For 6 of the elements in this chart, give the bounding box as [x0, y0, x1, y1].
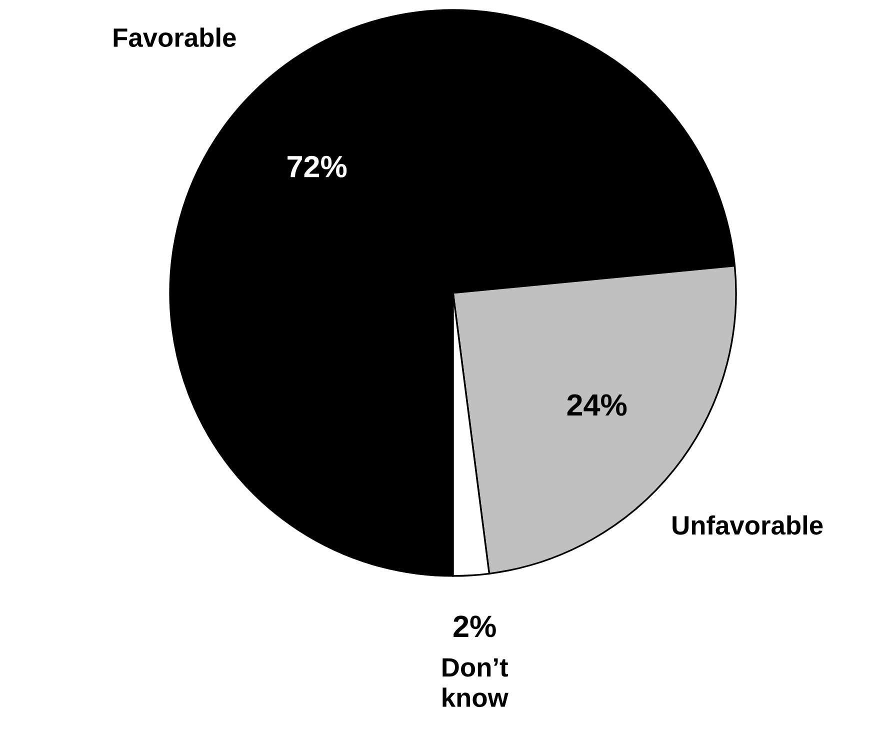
slice-label: Unfavorable	[672, 515, 823, 535]
slice-label: Favorable	[114, 28, 236, 47]
data-label: 72%	[288, 156, 347, 178]
data-label: 24%	[567, 394, 627, 416]
data-label: 2%	[454, 616, 496, 638]
slice-label: Don’t know	[442, 658, 508, 708]
